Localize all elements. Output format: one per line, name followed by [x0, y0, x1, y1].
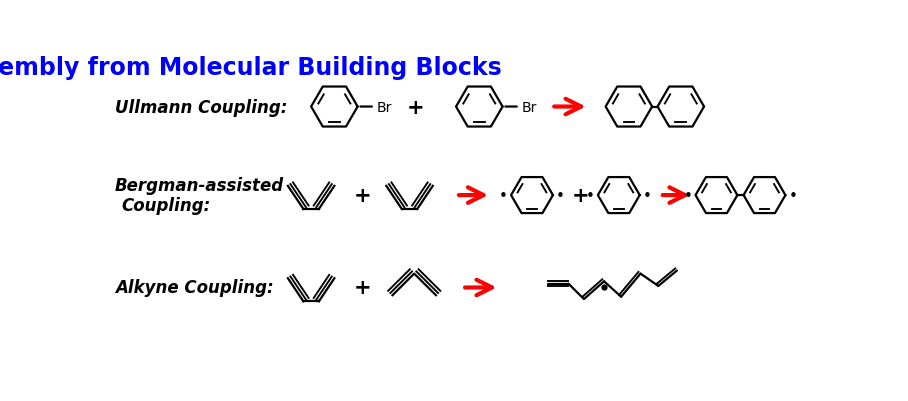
Text: Bottom-up Assembly from Molecular Building Blocks: Bottom-up Assembly from Molecular Buildi…: [0, 56, 502, 80]
Text: +: +: [354, 186, 372, 206]
Text: Br: Br: [521, 100, 537, 114]
Text: Br: Br: [376, 100, 391, 114]
Text: •: •: [498, 188, 508, 203]
Text: •: •: [789, 188, 797, 203]
Text: Coupling:: Coupling:: [122, 196, 211, 215]
Text: +: +: [354, 278, 372, 298]
Text: +: +: [572, 186, 589, 206]
Text: +: +: [407, 97, 425, 117]
Text: •: •: [684, 188, 692, 203]
Text: •: •: [557, 188, 565, 203]
Text: •: •: [586, 188, 595, 203]
Text: Ullmann Coupling:: Ullmann Coupling:: [115, 98, 288, 116]
Text: •: •: [643, 188, 652, 203]
Text: Bergman-assisted: Bergman-assisted: [115, 176, 284, 194]
Text: Alkyne Coupling:: Alkyne Coupling:: [115, 279, 273, 297]
